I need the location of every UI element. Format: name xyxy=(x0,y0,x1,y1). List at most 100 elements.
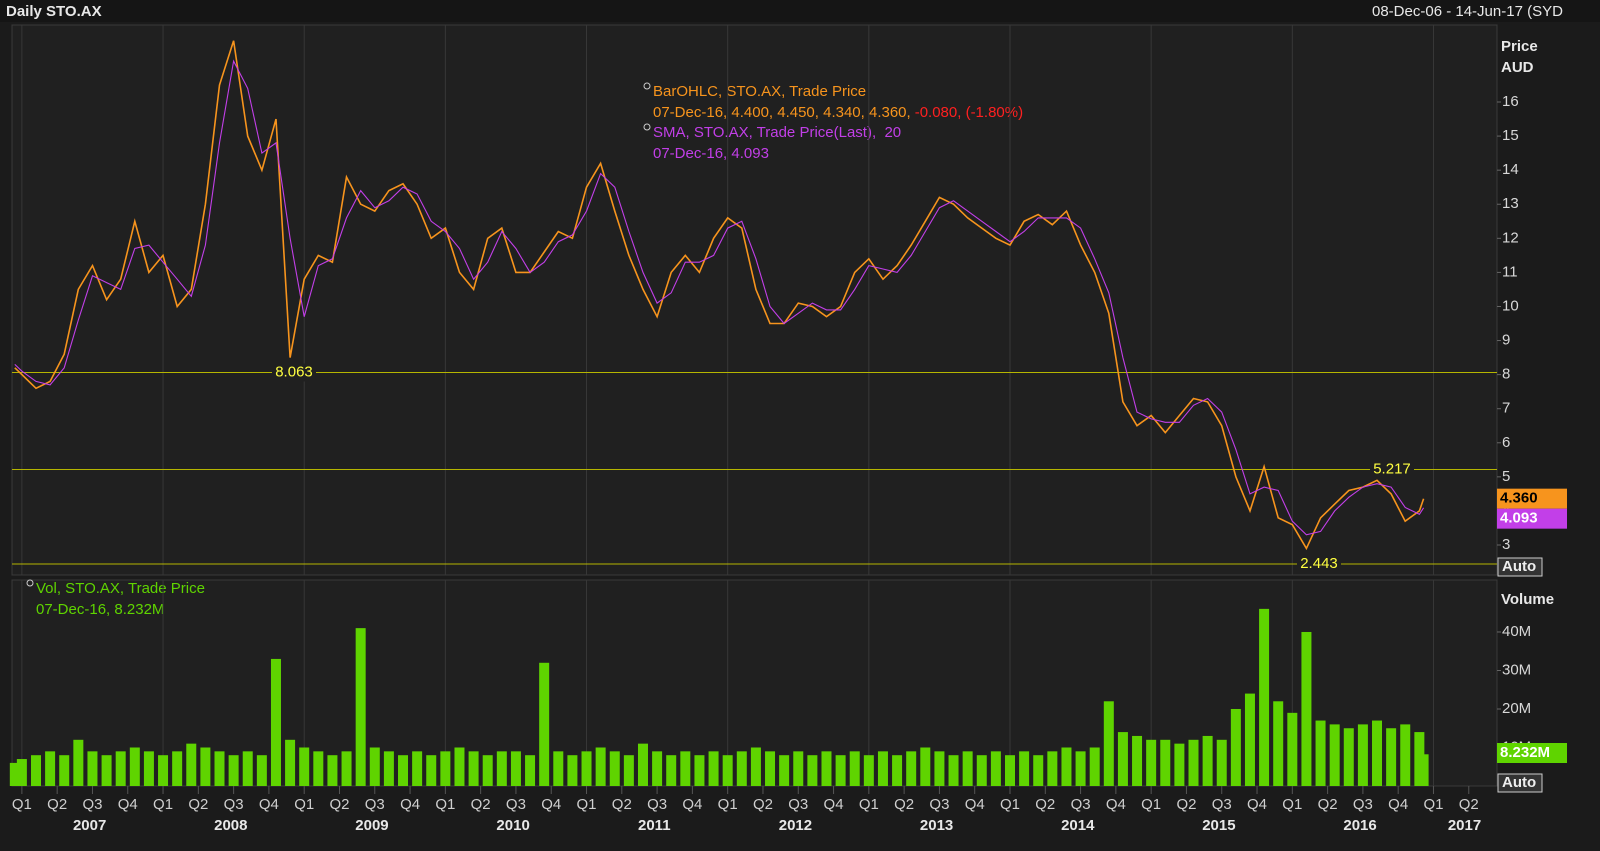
last-value-box xyxy=(1497,488,1567,509)
x-tick-label: Q3 xyxy=(647,796,667,813)
volume-bar xyxy=(1061,747,1072,786)
volume-bar xyxy=(1047,751,1058,786)
x-tick-label: Q1 xyxy=(1282,796,1302,813)
volume-bar xyxy=(1343,728,1354,786)
year-label: 2013 xyxy=(920,817,953,834)
volume-bar xyxy=(595,747,606,786)
y-tick-label: 9 xyxy=(1502,332,1510,349)
volume-bar xyxy=(440,751,451,786)
y-tick-label: 10 xyxy=(1502,297,1519,314)
y-tick-label: 5 xyxy=(1502,468,1510,485)
last-value-label: 4.093 xyxy=(1500,510,1538,527)
volume-bar xyxy=(482,755,493,786)
x-tick-label: Q3 xyxy=(82,796,102,813)
x-tick-label: Q4 xyxy=(1106,796,1126,813)
legend-entry: BarOHLC, STO.AX, Trade Price xyxy=(653,83,866,100)
chart-title: Daily STO.AX xyxy=(6,3,102,20)
volume-bar xyxy=(581,751,592,786)
x-tick-label: Q1 xyxy=(1000,796,1020,813)
volume-bar xyxy=(990,751,1001,786)
y-axis-label: Price xyxy=(1501,38,1538,55)
y-tick-label: 13 xyxy=(1502,195,1519,212)
year-label: 2017 xyxy=(1448,817,1481,834)
volume-bar xyxy=(1089,747,1100,786)
year-label: 2011 xyxy=(638,817,671,834)
volume-bar xyxy=(708,751,719,786)
year-label: 2008 xyxy=(214,817,247,834)
volume-bar xyxy=(807,755,818,786)
volume-bar xyxy=(666,755,677,786)
year-label: 2010 xyxy=(496,817,529,834)
ohlc-change: -0.080, (-1.80%) xyxy=(915,104,1023,121)
volume-bar xyxy=(694,755,705,786)
volume-bar xyxy=(680,751,691,786)
header-bar xyxy=(0,0,1600,22)
legend-icon xyxy=(643,82,651,90)
volume-bar xyxy=(539,662,550,786)
y-axis-label: Volume xyxy=(1501,591,1554,608)
y-tick-label: 8 xyxy=(1502,366,1510,383)
x-tick-label: Q1 xyxy=(435,796,455,813)
x-tick-label: Q3 xyxy=(224,796,244,813)
legend-values: 07-Dec-16, 4.400, 4.450, 4.340, 4.360, -0… xyxy=(653,104,1023,121)
x-tick-label: Q3 xyxy=(929,796,949,813)
x-tick-label: Q2 xyxy=(894,796,914,813)
volume-bar xyxy=(1259,608,1270,786)
last-value-box xyxy=(1497,508,1567,529)
volume-bar xyxy=(722,755,733,786)
volume-bar xyxy=(567,755,578,786)
legend-icon xyxy=(26,579,34,587)
volume-bar xyxy=(369,747,380,786)
legend-entry: SMA, STO.AX, Trade Price(Last), 20 xyxy=(653,124,901,141)
x-tick-label: Q2 xyxy=(1176,796,1196,813)
x-tick-label: Q1 xyxy=(718,796,738,813)
x-tick-label: Q2 xyxy=(471,796,491,813)
volume-bar xyxy=(256,755,267,786)
volume-bar xyxy=(9,762,20,786)
x-tick-label: Q4 xyxy=(682,796,702,813)
x-tick-label: Q1 xyxy=(12,796,32,813)
volume-bar xyxy=(637,743,648,786)
year-label: 2009 xyxy=(355,817,388,834)
volume-bar xyxy=(270,658,281,786)
volume-bar xyxy=(200,747,211,786)
volume-bar xyxy=(1287,712,1298,786)
y-tick-label: 16 xyxy=(1502,93,1519,110)
x-tick-label: Q1 xyxy=(577,796,597,813)
x-tick-label: Q2 xyxy=(329,796,349,813)
x-tick-label: Q4 xyxy=(965,796,985,813)
price-line xyxy=(14,59,1425,536)
volume-bar xyxy=(1188,739,1199,786)
volume-bar xyxy=(750,747,761,786)
x-tick-label: Q1 xyxy=(153,796,173,813)
x-tick-label: Q2 xyxy=(188,796,208,813)
volume-bar xyxy=(821,751,832,786)
x-tick-label: Q3 xyxy=(1353,796,1373,813)
volume-bar xyxy=(454,747,465,786)
volume-bar xyxy=(510,751,521,786)
x-tick-label: Q2 xyxy=(1318,796,1338,813)
volume-bar xyxy=(115,751,126,786)
volume-bar xyxy=(892,755,903,786)
volume-bar xyxy=(1202,735,1213,786)
volume-bar xyxy=(920,747,931,786)
annotation-label: 2.443 xyxy=(1300,555,1338,572)
x-tick-label: Q4 xyxy=(541,796,561,813)
legend-values: 07-Dec-16, 8.232M xyxy=(36,601,164,618)
volume-bar xyxy=(398,755,409,786)
volume-bar xyxy=(59,755,70,786)
y-tick-label: 14 xyxy=(1502,161,1519,178)
volume-bar xyxy=(779,755,790,786)
volume-bar xyxy=(299,747,310,786)
volume-bar xyxy=(355,628,366,786)
price-line xyxy=(14,40,1425,551)
volume-bar xyxy=(1033,755,1044,786)
x-tick-label: Q3 xyxy=(365,796,385,813)
volume-bar xyxy=(849,751,860,786)
legend-icon xyxy=(643,123,651,131)
x-tick-label: Q3 xyxy=(506,796,526,813)
volume-bar xyxy=(1418,754,1429,786)
volume-bar xyxy=(1244,693,1255,786)
y-tick-label: 6 xyxy=(1502,434,1510,451)
year-label: 2016 xyxy=(1343,817,1376,834)
